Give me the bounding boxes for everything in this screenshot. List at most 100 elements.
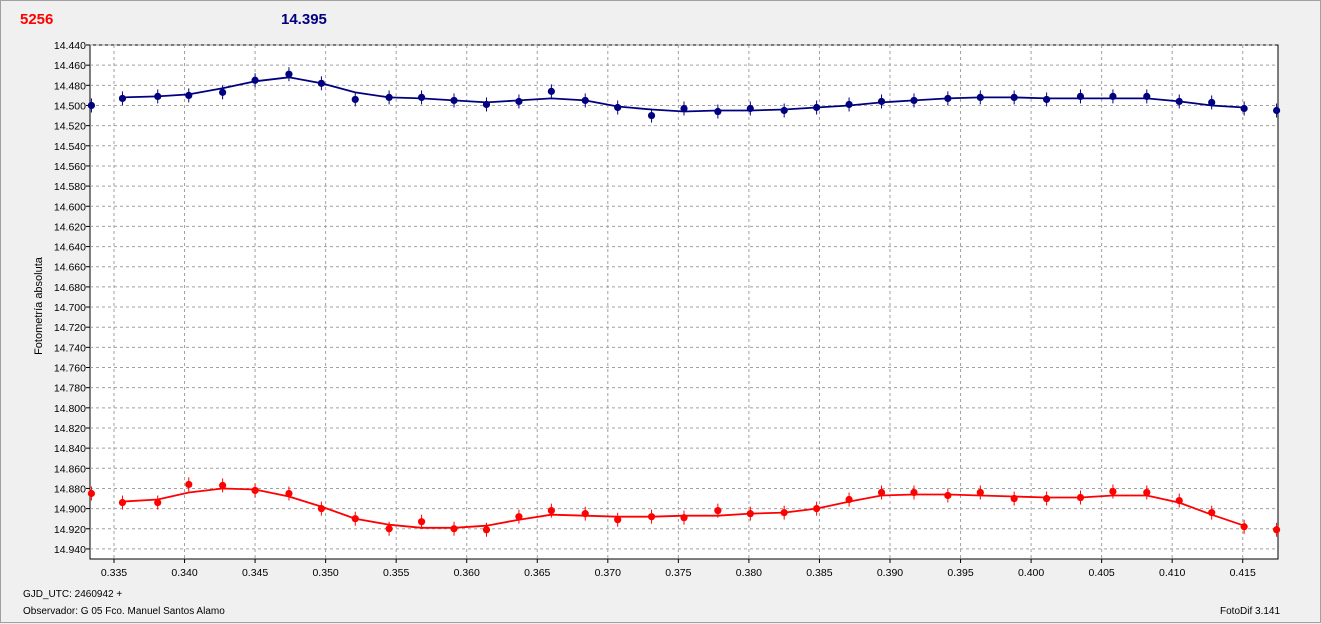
y-tick-label: 14.880 bbox=[54, 483, 86, 495]
series-1-point bbox=[680, 104, 688, 113]
y-tick-label: 14.780 bbox=[54, 383, 86, 395]
x-tick-label: 0.340 bbox=[171, 567, 197, 579]
observer-label: Observador: G 05 Fco. Manuel Santos Alam… bbox=[23, 606, 225, 617]
plot-area bbox=[89, 44, 1279, 560]
x-tick-label: 0.375 bbox=[665, 567, 691, 579]
series-1-point bbox=[482, 100, 491, 109]
series-1-point bbox=[910, 96, 918, 105]
y-tick-label: 14.760 bbox=[54, 363, 86, 375]
x-tick-label: 0.355 bbox=[383, 567, 409, 579]
x-tick-label: 0.415 bbox=[1230, 567, 1256, 579]
header-right-value: 14.395 bbox=[281, 11, 327, 28]
series-1-point bbox=[1143, 92, 1151, 100]
series-1-point bbox=[614, 103, 622, 112]
y-tick-label: 14.900 bbox=[54, 504, 86, 516]
y-tick-label: 14.580 bbox=[54, 181, 86, 193]
y-tick-label: 14.680 bbox=[54, 282, 86, 294]
series-1-point bbox=[1208, 98, 1216, 107]
x-tick-label: 0.370 bbox=[595, 567, 621, 579]
x-tick-label: 0.410 bbox=[1159, 567, 1185, 579]
series-1-point bbox=[285, 70, 293, 78]
y-tick-label: 14.480 bbox=[54, 80, 86, 92]
series-2-point bbox=[417, 518, 426, 526]
series-1-point bbox=[813, 103, 821, 112]
series-2-point bbox=[714, 507, 722, 515]
series-2-point bbox=[515, 513, 523, 521]
series-2-point bbox=[780, 509, 788, 517]
series-2-point bbox=[680, 514, 688, 522]
series-1-point bbox=[351, 95, 359, 104]
series-1-point bbox=[87, 101, 96, 110]
series-1-point bbox=[1240, 104, 1248, 113]
y-tick-label: 14.940 bbox=[54, 544, 86, 556]
y-tick-label: 14.860 bbox=[54, 463, 86, 475]
x-tick-label: 0.365 bbox=[524, 567, 550, 579]
x-tick-label: 0.400 bbox=[1018, 567, 1044, 579]
x-tick-label: 0.335 bbox=[101, 567, 127, 579]
series-2-point bbox=[910, 488, 918, 497]
x-tick-label: 0.360 bbox=[454, 567, 480, 579]
series-2-point bbox=[219, 481, 227, 490]
series-2-point bbox=[1109, 487, 1117, 496]
series-2-point bbox=[1076, 493, 1085, 502]
y-tick-label: 14.600 bbox=[54, 201, 86, 213]
x-tick-label: 0.350 bbox=[312, 567, 338, 579]
y-tick-label: 14.440 bbox=[54, 40, 86, 52]
series-2-point bbox=[482, 526, 491, 534]
series-2-point bbox=[944, 491, 952, 500]
series-1-point bbox=[780, 106, 788, 115]
series-2-point bbox=[746, 510, 754, 518]
series-1-point bbox=[317, 79, 325, 87]
y-tick-label: 14.660 bbox=[54, 262, 86, 274]
y-tick-label: 14.520 bbox=[54, 121, 86, 133]
series-1-point bbox=[185, 91, 193, 99]
x-tick-label: 0.385 bbox=[806, 567, 832, 579]
series-2-point bbox=[1240, 523, 1248, 531]
series-2-point bbox=[118, 498, 127, 507]
series-1-point bbox=[547, 87, 555, 95]
series-1-point bbox=[417, 93, 426, 102]
series-2-point bbox=[450, 525, 458, 533]
y-tick-label: 14.640 bbox=[54, 242, 86, 254]
series-1-point bbox=[515, 97, 523, 106]
y-tick-label: 14.700 bbox=[54, 302, 86, 314]
x-tick-label: 0.405 bbox=[1088, 567, 1114, 579]
y-tick-label: 14.720 bbox=[54, 322, 86, 334]
y-tick-label: 14.920 bbox=[54, 524, 86, 536]
series-1-point bbox=[154, 92, 162, 100]
series-1-point bbox=[944, 94, 952, 103]
series-2-point bbox=[1208, 509, 1216, 517]
y-tick-label: 14.560 bbox=[54, 161, 86, 173]
series-1-point bbox=[251, 76, 259, 84]
y-tick-label: 14.740 bbox=[54, 342, 86, 354]
series-1-point bbox=[1043, 95, 1051, 104]
series-1-point bbox=[1010, 93, 1018, 102]
x-tick-label: 0.345 bbox=[242, 567, 268, 579]
series-2-point bbox=[385, 525, 393, 533]
x-tick-label: 0.390 bbox=[877, 567, 903, 579]
series-2-point bbox=[251, 486, 259, 495]
y-tick-label: 14.800 bbox=[54, 403, 86, 415]
series-1-point bbox=[976, 93, 984, 102]
series-1-point bbox=[450, 96, 458, 105]
series-2-point bbox=[845, 495, 853, 504]
series-2-point bbox=[813, 505, 821, 513]
series-1-point bbox=[1076, 92, 1085, 100]
y-tick-label: 14.620 bbox=[54, 221, 86, 233]
series-2-point bbox=[976, 488, 984, 497]
series-2-point bbox=[614, 516, 622, 524]
y-tick-label: 14.460 bbox=[54, 60, 86, 72]
series-2-point bbox=[647, 513, 656, 521]
series-2-point bbox=[1272, 526, 1281, 534]
x-tick-label: 0.380 bbox=[736, 567, 762, 579]
y-axis-label: Fotometría absoluta bbox=[33, 257, 45, 355]
series-2-point bbox=[317, 505, 325, 513]
series-2-point bbox=[87, 489, 96, 498]
gjd-label: GJD_UTC: 2460942 + bbox=[23, 589, 123, 600]
series-2-point bbox=[1143, 488, 1151, 497]
series-1-point bbox=[845, 100, 853, 109]
series-2-point bbox=[1175, 496, 1183, 505]
series-1-point bbox=[1175, 97, 1183, 106]
